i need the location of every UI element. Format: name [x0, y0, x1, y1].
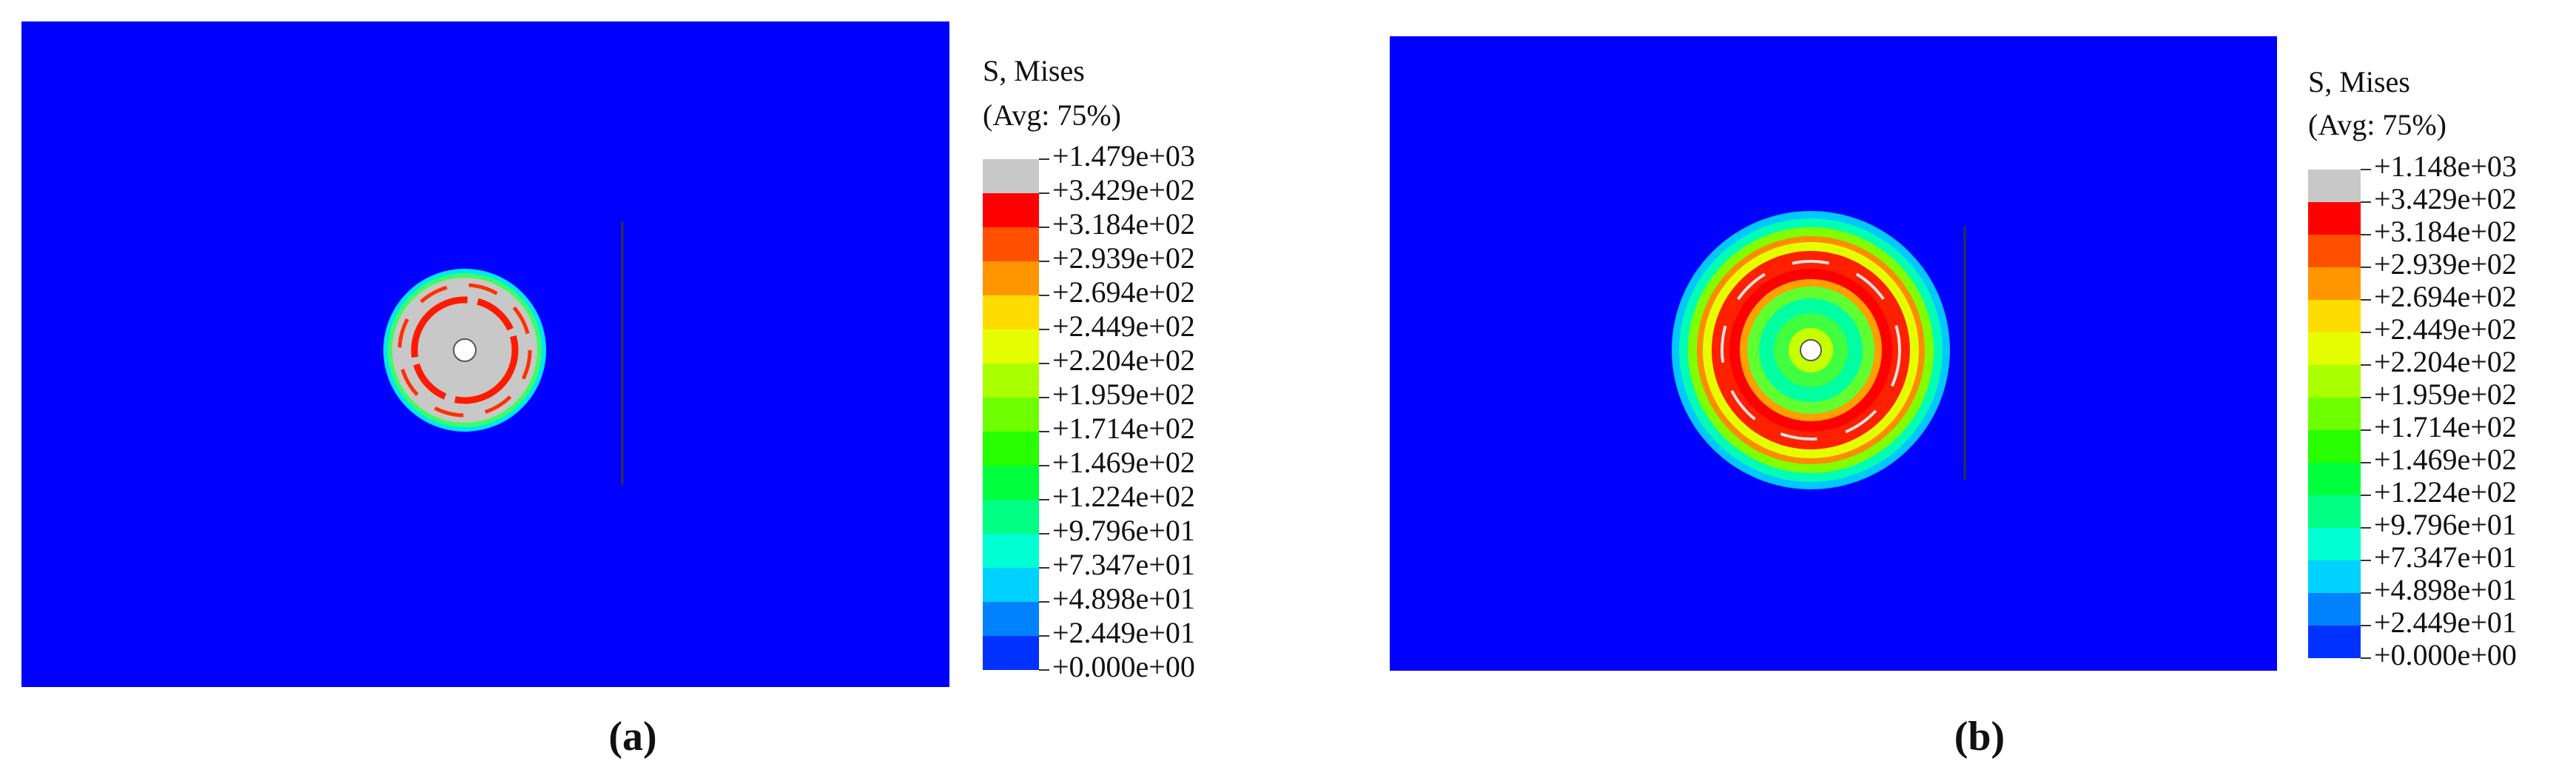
contour-plot-a — [21, 21, 949, 687]
legend-swatch — [983, 432, 1039, 466]
legend-swatch — [983, 295, 1039, 329]
legend-level: +2.694e+02 — [1052, 275, 1195, 309]
legend-level: +1.224e+02 — [2374, 475, 2517, 509]
legend-swatch — [983, 159, 1039, 193]
legend-level: +2.939e+02 — [2374, 247, 2517, 281]
legend-level: +3.184e+02 — [1052, 207, 1195, 241]
legend-swatch — [2308, 430, 2361, 463]
legend-swatch — [2308, 398, 2361, 430]
legend-title: S, Mises — [983, 54, 1085, 87]
legend-swatch — [2308, 365, 2361, 398]
panel-caption: (a) — [608, 714, 656, 760]
legend-level: +1.469e+02 — [2374, 443, 2517, 476]
legend-level: +1.714e+02 — [1052, 412, 1195, 445]
legend-swatch — [983, 500, 1039, 534]
legend-swatch — [983, 534, 1039, 568]
legend-swatch — [2308, 495, 2361, 528]
legend-swatch — [983, 398, 1039, 432]
legend-level: +7.347e+01 — [1052, 548, 1195, 581]
legend-swatch — [2308, 267, 2361, 300]
legend-level: +1.479e+03 — [1052, 139, 1195, 172]
legend-swatch — [983, 636, 1039, 670]
legend-level: +1.959e+02 — [2374, 378, 2517, 411]
legend-swatch — [983, 568, 1039, 602]
legend-level: +3.429e+02 — [1052, 173, 1195, 207]
legend-level: +1.469e+02 — [1052, 446, 1195, 479]
legend-swatch — [983, 363, 1039, 398]
legend-swatch — [983, 466, 1039, 500]
legend-swatch — [2308, 300, 2361, 332]
legend-swatch — [2308, 560, 2361, 593]
legend-swatch — [983, 261, 1039, 295]
legend-level: +9.796e+01 — [1052, 514, 1195, 547]
legend-level: +9.796e+01 — [2374, 508, 2517, 541]
legend-title: S, Mises — [2308, 65, 2410, 98]
legend-level: +1.959e+02 — [1052, 378, 1195, 411]
legend-subtitle: (Avg: 75%) — [983, 98, 1121, 132]
legend-level: +2.449e+02 — [2374, 312, 2517, 346]
legend-swatch — [983, 193, 1039, 227]
panel-caption: (b) — [1954, 714, 2005, 760]
legend-swatch — [2308, 463, 2361, 495]
legend-swatch — [983, 602, 1039, 636]
legend-swatch — [2308, 170, 2361, 202]
legend-swatch — [2308, 332, 2361, 365]
legend-level: +0.000e+00 — [2374, 638, 2517, 671]
legend-level: +4.898e+01 — [1052, 582, 1195, 615]
legend-level: +2.449e+01 — [2374, 606, 2517, 639]
legend-swatch — [983, 227, 1039, 261]
legend-level: +7.347e+01 — [2374, 540, 2517, 574]
legend-level: +2.449e+01 — [1052, 616, 1195, 649]
legend-level: +1.148e+03 — [2374, 150, 2517, 183]
legend-swatch — [2308, 593, 2361, 626]
legend-level: +1.224e+02 — [1052, 480, 1195, 513]
legend-subtitle: (Avg: 75%) — [2308, 108, 2446, 141]
legend-swatch — [2308, 202, 2361, 235]
legend-swatch — [2308, 626, 2361, 658]
legend-level: +2.694e+02 — [2374, 280, 2517, 313]
legend-level: +2.939e+02 — [1052, 241, 1195, 275]
legend-level: +3.184e+02 — [2374, 215, 2517, 248]
legend-level: +4.898e+01 — [2374, 573, 2517, 606]
legend-level: +3.429e+02 — [2374, 182, 2517, 215]
legend-swatch — [983, 329, 1039, 363]
legend-level: +1.714e+02 — [2374, 410, 2517, 443]
legend-swatch — [2308, 528, 2361, 560]
legend-level: +2.204e+02 — [2374, 345, 2517, 378]
legend-level: +0.000e+00 — [1052, 650, 1195, 683]
legend-level: +2.449e+02 — [1052, 309, 1195, 343]
contour-plot-b — [1390, 36, 2277, 671]
legend-swatch — [2308, 235, 2361, 267]
legend-level: +2.204e+02 — [1052, 344, 1195, 377]
